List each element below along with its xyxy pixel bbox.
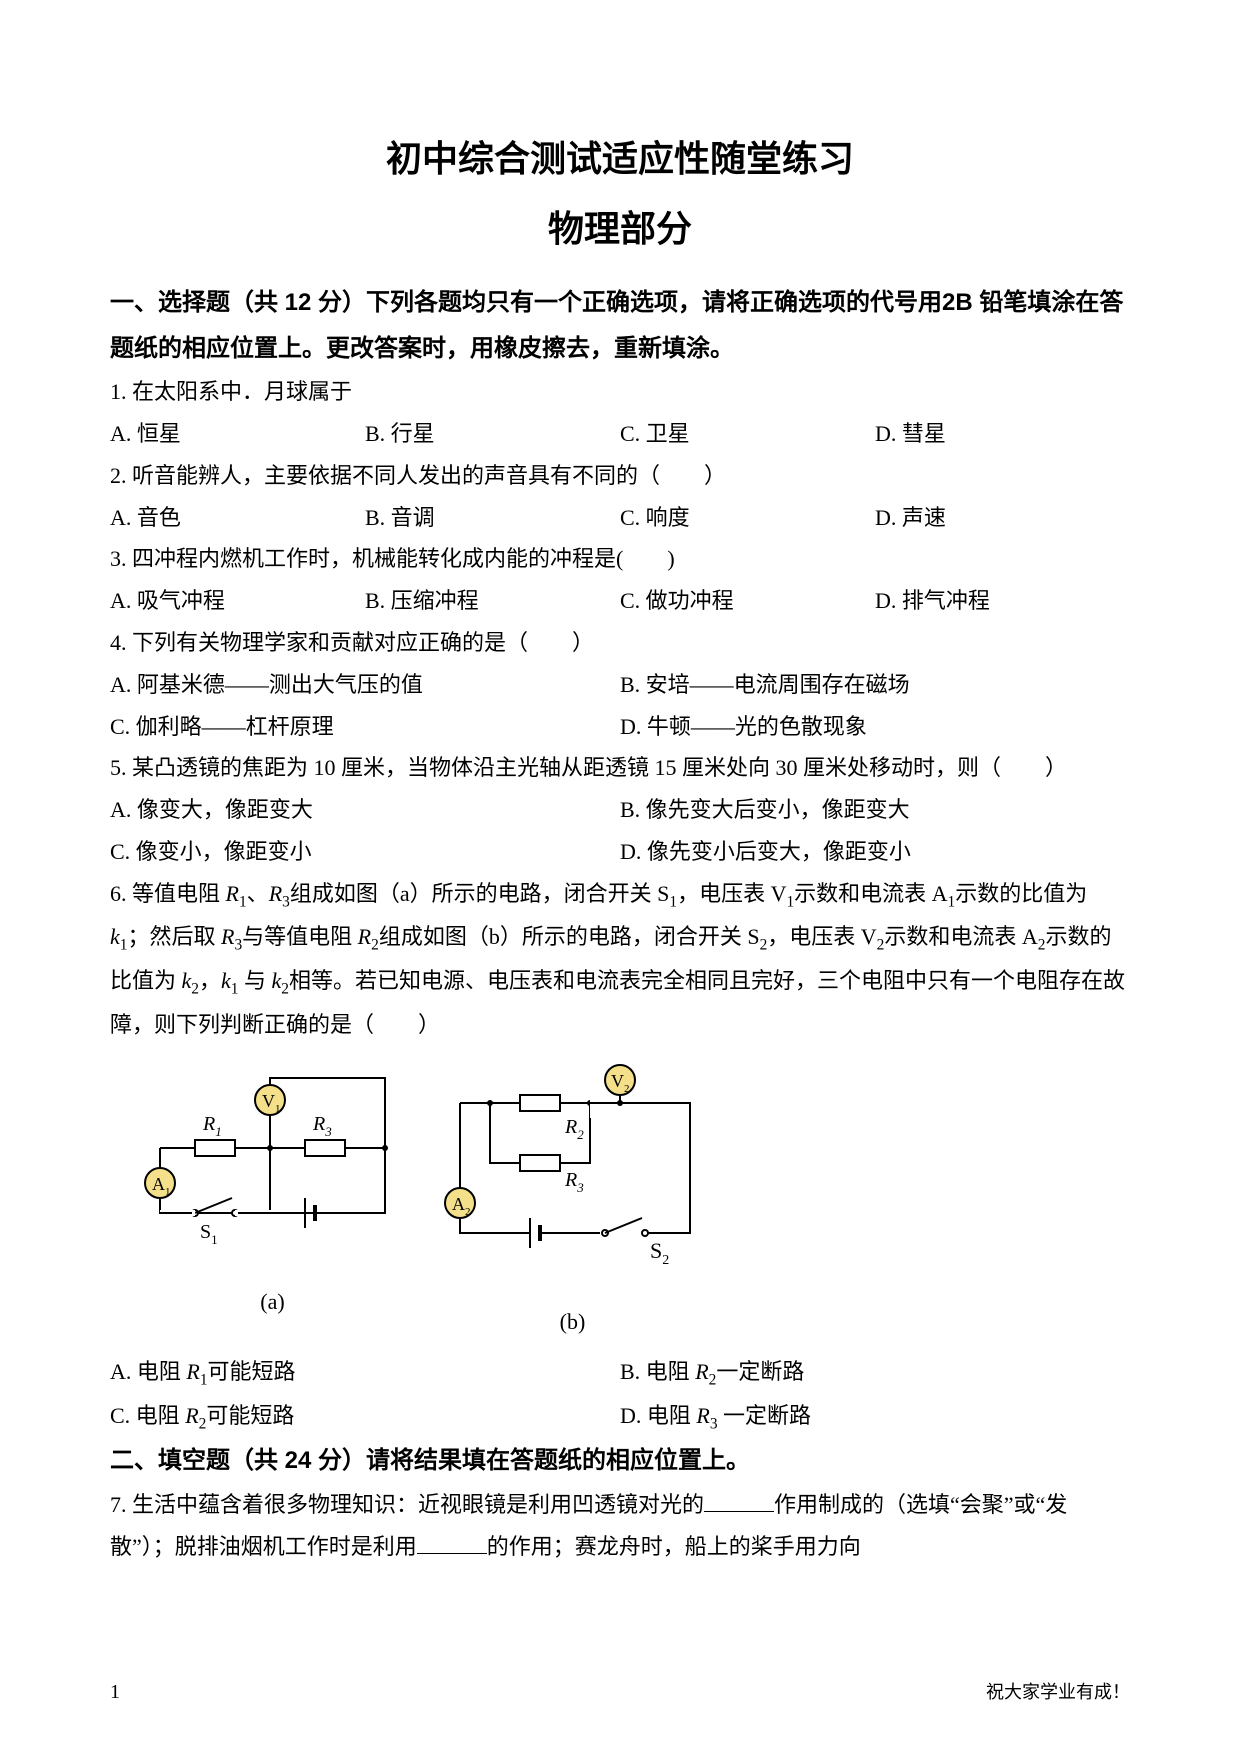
q6-k2s: 2 — [191, 980, 199, 997]
q1-opt-b: B. 行星 — [365, 413, 620, 455]
q6-r1s: 1 — [239, 893, 247, 910]
q6-v1s: 1 — [786, 893, 794, 910]
question-4: 4. 下列有关物理学家和贡献对应正确的是（ ） A. 阿基米德——测出大气压的值… — [110, 622, 1130, 747]
q6-t13: ， — [199, 968, 221, 993]
footer-wish: 祝大家学业有成！ — [986, 1678, 1130, 1704]
question-2: 2. 听音能辨人，主要依据不同人发出的声音具有不同的（ ） A. 音色 B. 音… — [110, 455, 1130, 539]
q6-t10: ，电压表 V — [767, 924, 876, 949]
fig-b-r2: R2 — [564, 1116, 584, 1142]
question-3: 3. 四冲程内燃机工作时，机械能转化成内能的冲程是( ) A. 吸气冲程 B. … — [110, 538, 1130, 622]
fig-a-r3: R3 — [312, 1113, 332, 1139]
q5-opt-b: B. 像先变大后变小，像距变大 — [620, 789, 1130, 831]
q6-figures: R1 R3 V1 A1 — [140, 1058, 1130, 1344]
q7-blank-1 — [704, 1489, 774, 1512]
q6-t9: 组成如图（b）所示的电路，闭合开关 S — [379, 924, 760, 949]
q7-p3: 的作用；赛龙舟时，船上的桨手用力向 — [487, 1534, 861, 1559]
section-2-heading: 二、填空题（共 24 分）请将结果填在答题纸的相应位置上。 — [110, 1438, 1130, 1484]
q1-opt-d: D. 彗星 — [875, 413, 1130, 455]
q1-stem: 1. 在太阳系中．月球属于 — [110, 371, 1130, 413]
q6-r2s: 2 — [371, 937, 379, 954]
q6-options: A. 电阻 R1可能短路 B. 电阻 R2一定断路 C. 电阻 R2可能短路 D… — [110, 1351, 1130, 1438]
q6-t1: 6. 等值电阻 — [110, 881, 226, 906]
q6-opt-a: A. 电阻 R1可能短路 — [110, 1351, 620, 1395]
circuit-a: R1 R3 V1 A1 — [140, 1058, 405, 1344]
fig-a-r1: R1 — [202, 1113, 222, 1139]
circuit-b: R2 R3 V2 V — [435, 1058, 710, 1344]
q1-opt-c: C. 卫星 — [620, 413, 875, 455]
q2-stem: 2. 听音能辨人，主要依据不同人发出的声音具有不同的（ ） — [110, 455, 1130, 497]
question-7: 7. 生活中蕴含着很多物理知识：近视眼镜是利用凹透镜对光的作用制成的（选填“会聚… — [110, 1484, 1130, 1568]
q3-opt-d: D. 排气冲程 — [875, 580, 1130, 622]
page-number: 1 — [110, 1681, 120, 1704]
q6-t4: ，电压表 V — [677, 881, 786, 906]
q6-s1s: 1 — [669, 893, 677, 910]
q6-t3: 组成如图（a）所示的电路，闭合开关 S — [290, 881, 670, 906]
q4-opt-d: D. 牛顿——光的色散现象 — [620, 706, 1130, 748]
q2-opt-a: A. 音色 — [110, 497, 365, 539]
question-5: 5. 某凸透镜的焦距为 10 厘米，当物体沿主光轴从距透镜 15 厘米处向 30… — [110, 747, 1130, 872]
fig-b-s2: S2 — [650, 1238, 669, 1268]
q6-k2b: k — [271, 968, 281, 993]
q1-options: A. 恒星 B. 行星 C. 卫星 D. 彗星 — [110, 413, 1130, 455]
q5-opt-d: D. 像先变小后变大，像距变小 — [620, 831, 1130, 873]
sub-title: 物理部分 — [110, 200, 1130, 252]
page: 初中综合测试适应性随堂练习 物理部分 一、选择题（共 12 分）下列各题均只有一… — [0, 0, 1240, 1754]
q6-t6: 示数的比值为 — [955, 881, 1087, 906]
circuit-b-svg: R2 R3 V2 V — [435, 1058, 710, 1288]
q6-k1: k — [110, 924, 120, 949]
q5-stem: 5. 某凸透镜的焦距为 10 厘米，当物体沿主光轴从距透镜 15 厘米处向 30… — [110, 747, 1130, 789]
q2-opt-d: D. 声速 — [875, 497, 1130, 539]
q2-options: A. 音色 B. 音调 C. 响度 D. 声速 — [110, 497, 1130, 539]
q3-stem: 3. 四冲程内燃机工作时，机械能转化成内能的冲程是( ) — [110, 538, 1130, 580]
q3-opt-b: B. 压缩冲程 — [365, 580, 620, 622]
q6-t7: ；然后取 — [127, 924, 221, 949]
q6-opt-b: B. 电阻 R2一定断路 — [620, 1351, 1130, 1395]
question-1: 1. 在太阳系中．月球属于 A. 恒星 B. 行星 C. 卫星 D. 彗星 — [110, 371, 1130, 455]
q2-opt-c: C. 响度 — [620, 497, 875, 539]
q5-options: A. 像变大，像距变大 B. 像先变大后变小，像距变大 C. 像变小，像距变小 … — [110, 789, 1130, 873]
q6-t5: 示数和电流表 A — [794, 881, 947, 906]
q6-t8: 与等值电阻 — [242, 924, 358, 949]
q6-t14: 与 — [238, 968, 271, 993]
fig-a-label: (a) — [140, 1281, 405, 1323]
q6-k1b: k — [221, 968, 231, 993]
q5-opt-a: A. 像变大，像距变大 — [110, 789, 620, 831]
q4-opt-c: C. 伽利略——杠杆原理 — [110, 706, 620, 748]
q6-r3b: R — [221, 924, 234, 949]
q3-opt-a: A. 吸气冲程 — [110, 580, 365, 622]
q3-opt-c: C. 做功冲程 — [620, 580, 875, 622]
q6-opt-c: C. 电阻 R2可能短路 — [110, 1395, 620, 1439]
q7-blank-2 — [417, 1531, 487, 1554]
fig-a-s1: S1 — [200, 1221, 218, 1247]
q4-options: A. 阿基米德——测出大气压的值 B. 安培——电流周围存在磁场 C. 伽利略—… — [110, 664, 1130, 748]
q6-stem: 6. 等值电阻 R1、R3组成如图（a）所示的电路，闭合开关 S1，电压表 V1… — [110, 873, 1130, 1046]
q6-t11: 示数和电流表 A — [884, 924, 1037, 949]
q6-opt-d: D. 电阻 R3 一定断路 — [620, 1395, 1130, 1439]
main-title: 初中综合测试适应性随堂练习 — [110, 130, 1130, 182]
q6-r3bs: 3 — [234, 937, 242, 954]
q4-stem: 4. 下列有关物理学家和贡献对应正确的是（ ） — [110, 622, 1130, 664]
fig-b-r3: R3 — [564, 1169, 584, 1195]
question-6: 6. 等值电阻 R1、R3组成如图（a）所示的电路，闭合开关 S1，电压表 V1… — [110, 873, 1130, 1439]
q7-p1: 7. 生活中蕴含着很多物理知识：近视眼镜是利用凹透镜对光的 — [110, 1492, 704, 1517]
q4-opt-a: A. 阿基米德——测出大气压的值 — [110, 664, 620, 706]
q6-t2: 、 — [247, 881, 269, 906]
section-1-heading: 一、选择题（共 12 分）下列各题均只有一个正确选项，请将正确选项的代号用2B … — [110, 280, 1130, 371]
fig-b-label: (b) — [435, 1301, 710, 1343]
circuit-a-svg: R1 R3 V1 A1 — [140, 1058, 405, 1268]
q6-k2: k — [182, 968, 192, 993]
q6-r2: R — [358, 924, 371, 949]
q6-r3s: 3 — [282, 893, 290, 910]
q2-opt-b: B. 音调 — [365, 497, 620, 539]
q6-k2bs: 2 — [281, 980, 289, 997]
q1-opt-a: A. 恒星 — [110, 413, 365, 455]
q3-options: A. 吸气冲程 B. 压缩冲程 C. 做功冲程 D. 排气冲程 — [110, 580, 1130, 622]
q4-opt-b: B. 安培——电流周围存在磁场 — [620, 664, 1130, 706]
q5-opt-c: C. 像变小，像距变小 — [110, 831, 620, 873]
q6-r3: R — [269, 881, 282, 906]
q6-r1: R — [226, 881, 239, 906]
